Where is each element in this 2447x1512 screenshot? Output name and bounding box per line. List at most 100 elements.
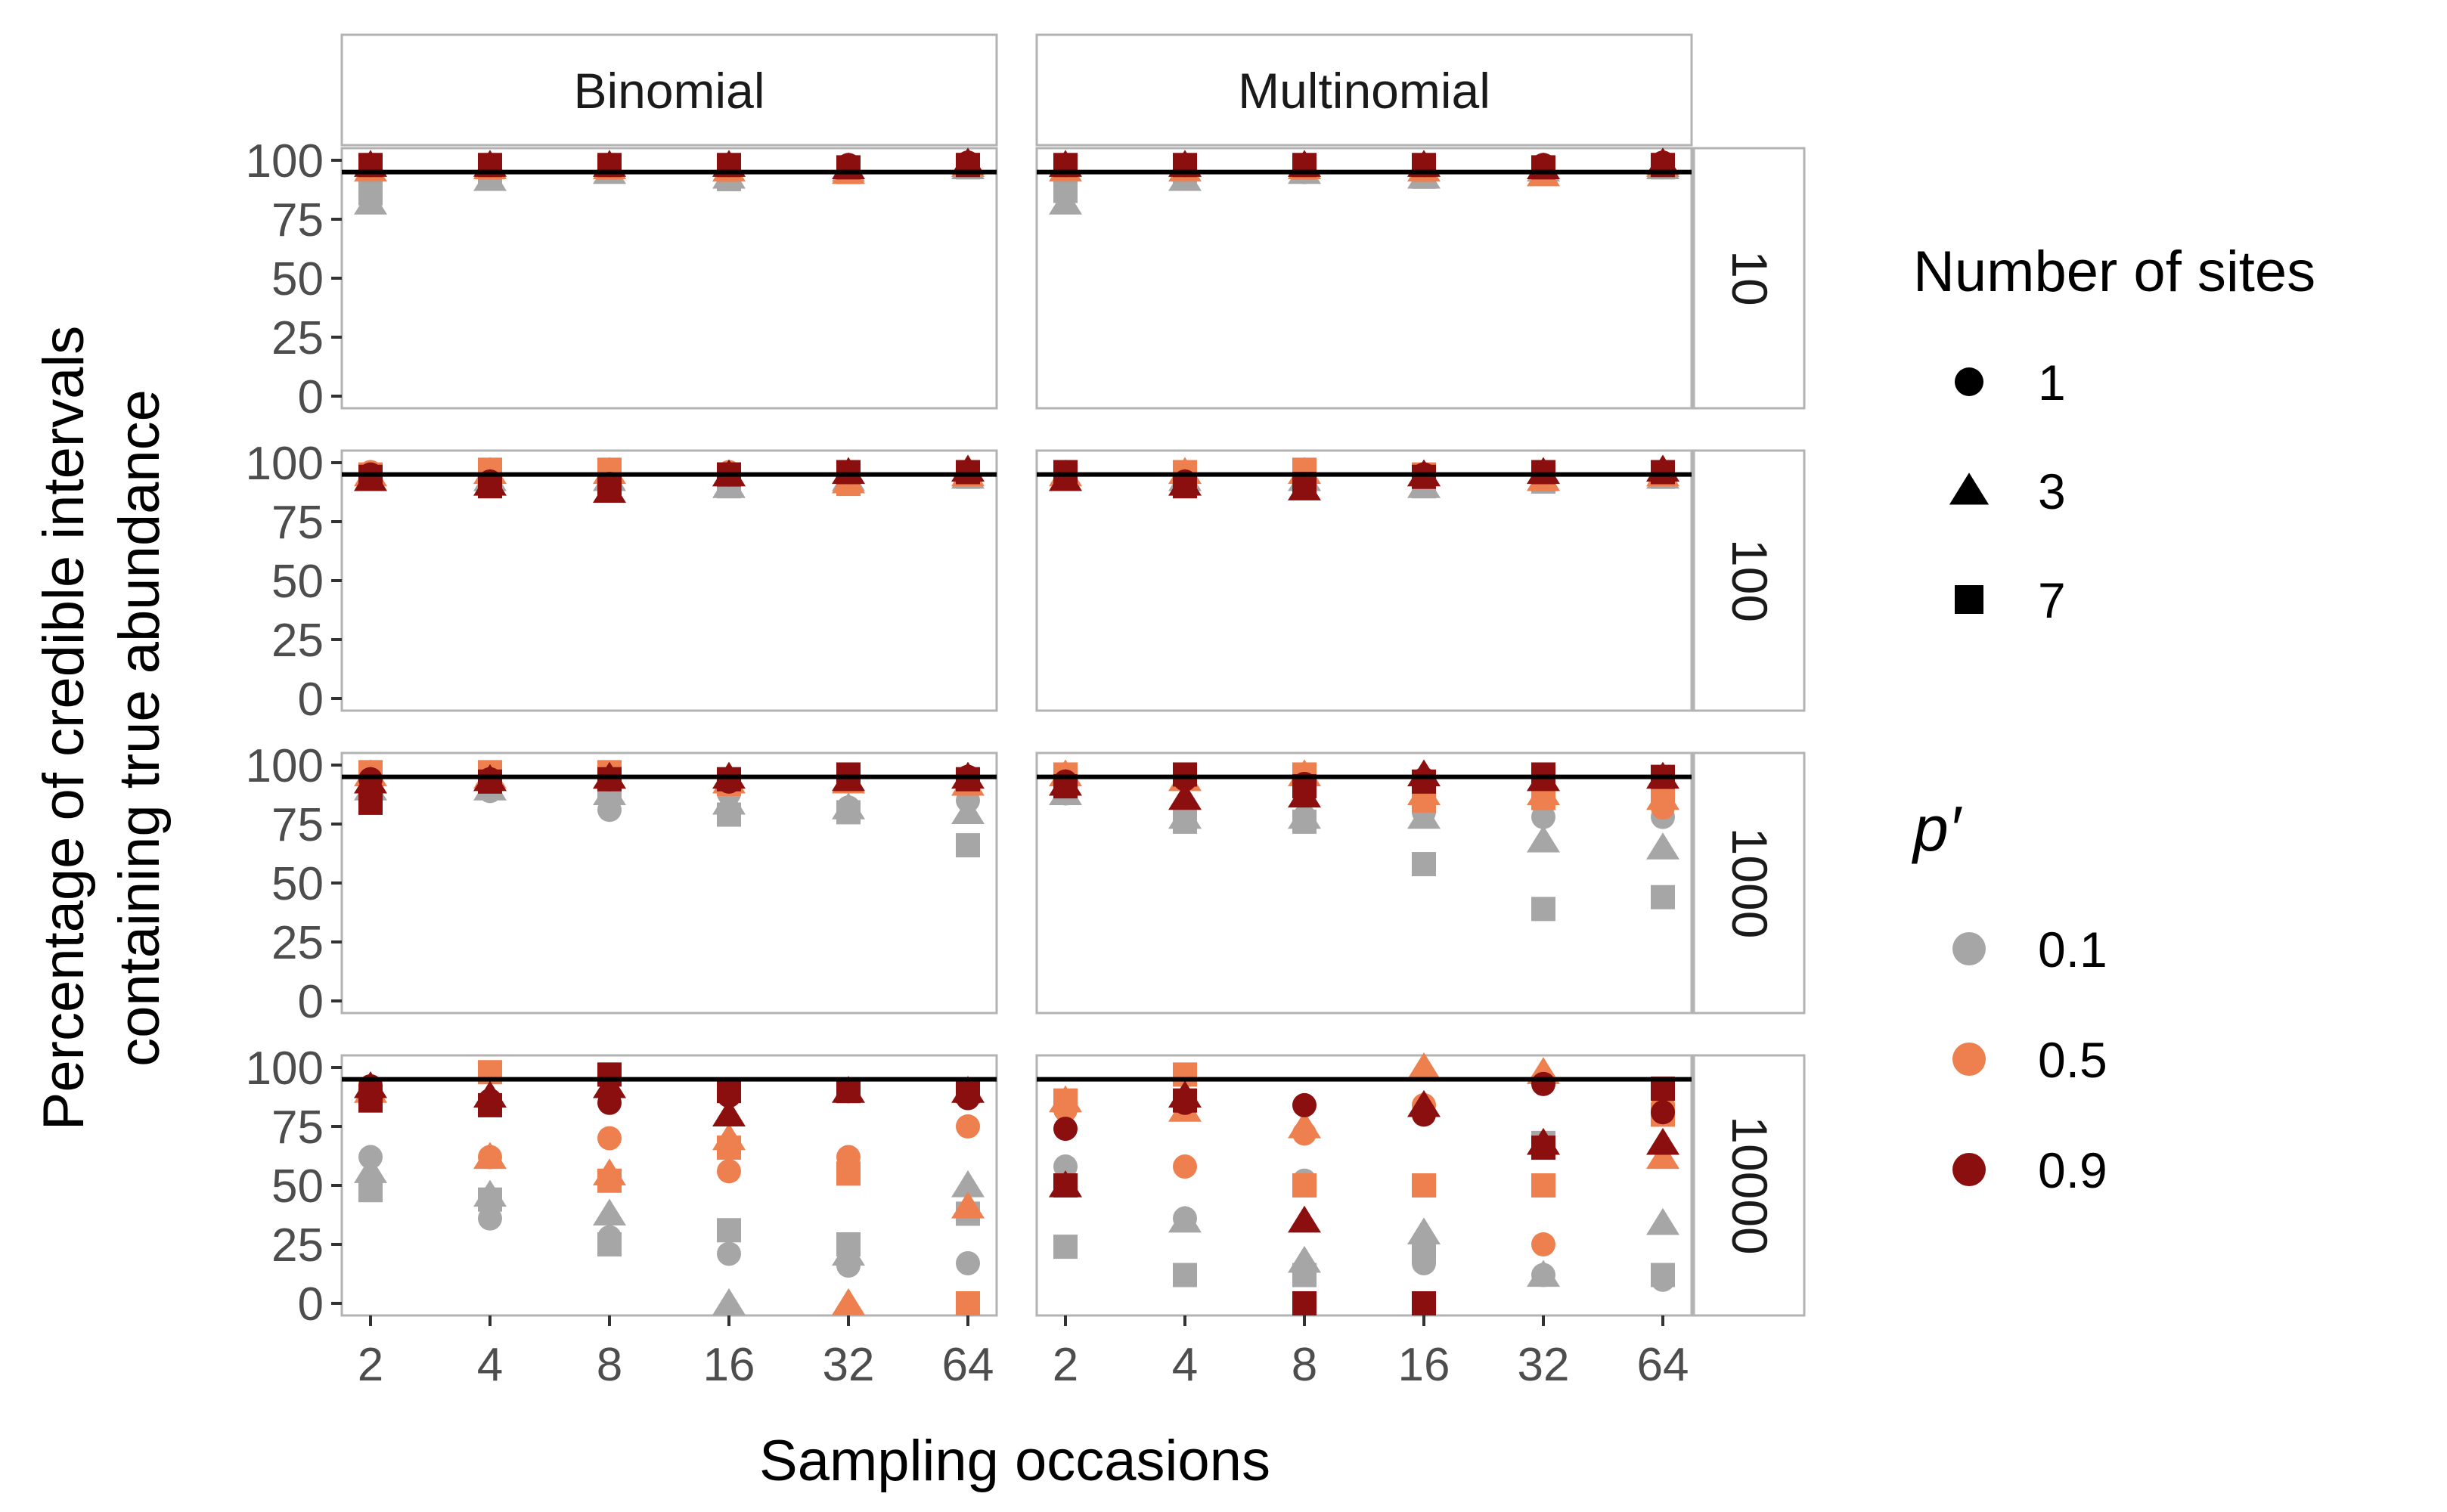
y-tick-label: 100	[246, 1043, 324, 1095]
data-point	[1407, 1089, 1441, 1117]
data-point	[354, 1156, 387, 1183]
x-tick-label: 8	[597, 1339, 622, 1391]
y-tick-label: 0	[298, 976, 324, 1028]
data-point	[1651, 460, 1675, 485]
panel	[1035, 1052, 1693, 1317]
data-point	[593, 1198, 626, 1226]
y-tick-label: 25	[271, 615, 324, 667]
data-point	[358, 464, 383, 489]
data-point	[1053, 1088, 1078, 1113]
data-point	[354, 766, 387, 794]
data-point	[597, 1168, 622, 1193]
data-point	[951, 1191, 985, 1219]
data-point	[597, 767, 622, 792]
data-point	[717, 1218, 741, 1243]
data-point	[1527, 825, 1560, 853]
data-point	[836, 800, 861, 825]
legend-shape-label: 3	[2038, 463, 2066, 519]
legend-color-key	[1952, 932, 1986, 965]
data-point	[712, 1099, 746, 1126]
data-point	[1168, 1205, 1202, 1233]
panel	[340, 147, 998, 410]
data-point	[1651, 1263, 1675, 1287]
legend-shape-key	[1949, 472, 1990, 505]
data-point	[832, 1288, 865, 1315]
legend-shape-label: 1	[2038, 355, 2066, 411]
y-tick-label: 75	[271, 497, 324, 549]
data-point	[956, 833, 980, 858]
panel	[340, 751, 998, 1015]
data-point	[1173, 762, 1197, 787]
panel	[340, 449, 998, 712]
panel	[1035, 147, 1693, 410]
x-tick-label: 4	[477, 1339, 503, 1391]
data-point	[1168, 782, 1202, 810]
data-point	[478, 1206, 502, 1231]
data-point	[358, 181, 383, 206]
panel-frame	[1035, 1054, 1693, 1317]
y-tick-label: 25	[271, 312, 324, 364]
data-point	[358, 790, 383, 815]
panel-frame	[340, 449, 998, 712]
row-strip	[1692, 147, 1806, 410]
y-tick-label: 50	[271, 556, 324, 608]
data-point	[473, 1142, 507, 1170]
y-tick-label: 100	[246, 135, 324, 187]
data-point	[956, 1250, 980, 1275]
x-tick-label: 16	[1398, 1339, 1450, 1391]
data-point	[1173, 474, 1197, 499]
data-point	[1412, 852, 1436, 877]
row-strip	[1692, 1054, 1806, 1317]
y-tick-label: 75	[271, 799, 324, 851]
panel	[1035, 751, 1693, 1015]
data-point	[836, 1161, 861, 1186]
x-tick-label: 64	[942, 1339, 994, 1391]
panel	[340, 1054, 998, 1317]
data-point	[358, 1088, 383, 1113]
data-point	[478, 1187, 502, 1212]
data-point	[1053, 460, 1078, 485]
legend-color-key	[1952, 1153, 1986, 1186]
data-point	[1412, 769, 1436, 794]
data-point	[836, 762, 861, 787]
row-strip-label: 100	[1722, 539, 1778, 622]
data-point	[597, 1232, 622, 1256]
data-point	[1527, 1259, 1560, 1287]
data-point	[1531, 460, 1555, 485]
column-strip-label: Multinomial	[1238, 63, 1490, 119]
data-point	[597, 1126, 622, 1151]
y-tick-label: 100	[246, 740, 324, 792]
data-point	[478, 1092, 502, 1117]
panel-frame	[1035, 751, 1693, 1015]
row-strip-label: 10000	[1722, 1116, 1778, 1255]
y-tick-label: 50	[271, 1160, 324, 1213]
data-point	[1173, 1088, 1197, 1113]
panel-frame	[340, 147, 998, 410]
y-tick-label: 0	[298, 674, 324, 726]
x-axis-title: Sampling occasions	[759, 1429, 1270, 1493]
x-tick-label: 32	[1518, 1339, 1570, 1391]
data-point	[1531, 762, 1555, 787]
y-tick-label: 25	[271, 1219, 324, 1272]
data-point	[1646, 1142, 1679, 1170]
legend-shape-entries: 1 3 7	[1949, 355, 2066, 628]
data-point	[951, 797, 985, 824]
data-point	[597, 1062, 622, 1087]
data-point	[597, 474, 622, 499]
x-tick-label: 32	[823, 1339, 875, 1391]
column-strip-label: Binomial	[573, 63, 764, 119]
data-point	[836, 1079, 861, 1104]
data-point	[1531, 1071, 1555, 1096]
data-point	[712, 1288, 746, 1315]
data-point	[717, 1159, 741, 1184]
y-tick-label: 75	[271, 194, 324, 246]
legend-color-label: 0.1	[2038, 922, 2107, 978]
x-tick-label: 4	[1172, 1339, 1198, 1391]
legend-color-label: 0.9	[2038, 1142, 2107, 1198]
data-point	[717, 802, 741, 827]
y-tick-label: 50	[271, 858, 324, 910]
row-strip	[1692, 449, 1806, 712]
y-tick-label: 0	[298, 1278, 324, 1331]
data-point	[478, 474, 502, 499]
data-point	[1292, 1291, 1317, 1315]
